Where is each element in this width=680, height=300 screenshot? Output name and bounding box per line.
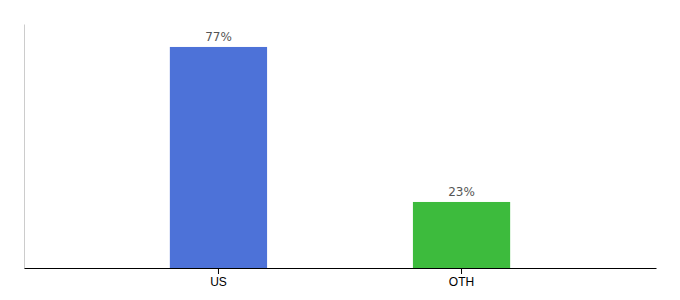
y-axis <box>24 25 25 269</box>
data-label: 23% <box>448 185 475 199</box>
x-tick: US <box>210 268 227 289</box>
bars <box>170 47 510 268</box>
y-axis-line <box>24 25 25 269</box>
x-tick: OTH <box>449 268 474 289</box>
x-tick-mark <box>218 268 219 274</box>
x-tick-mark <box>461 268 462 274</box>
data-labels: 77% 23% <box>205 30 475 199</box>
chart: US OTH 77% 23% <box>0 0 680 300</box>
x-axis-line <box>25 268 657 269</box>
x-tick-label: OTH <box>449 275 474 289</box>
bar <box>170 47 267 268</box>
plot: US OTH 77% 23% <box>25 25 657 289</box>
bar <box>413 202 510 268</box>
x-axis: US OTH <box>25 268 657 289</box>
x-tick-label: US <box>210 275 227 289</box>
data-label: 77% <box>205 30 232 44</box>
